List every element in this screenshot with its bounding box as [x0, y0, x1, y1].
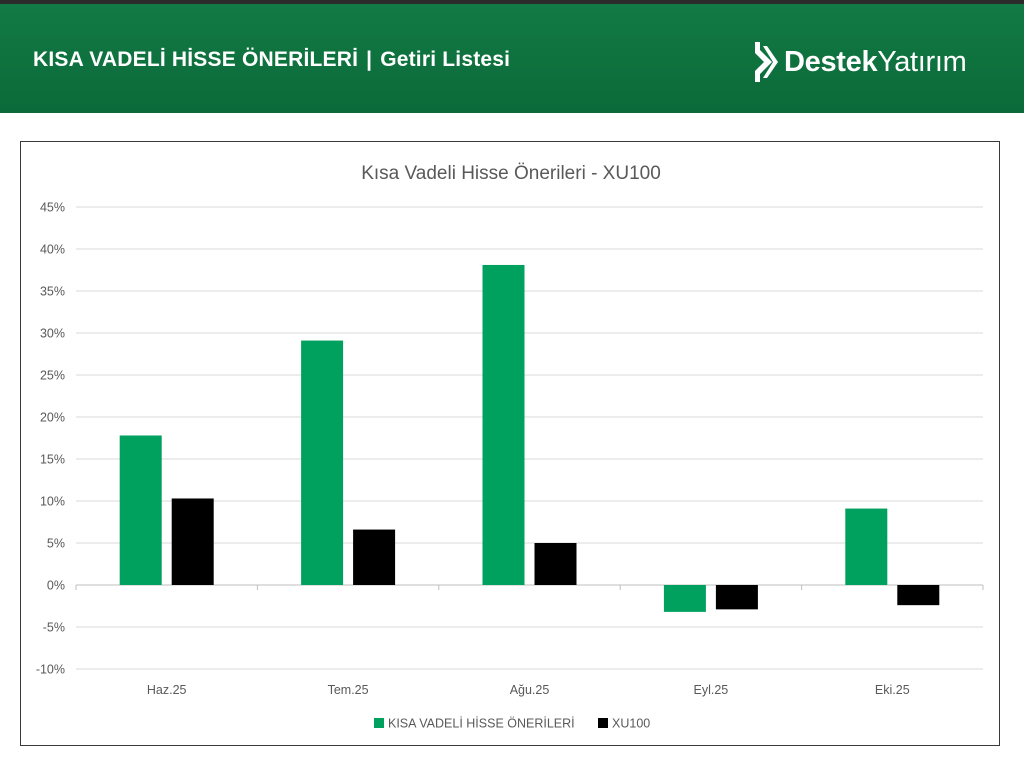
bar-kisa-vadeli-1: [301, 340, 344, 585]
grid-lines: [75, 206, 984, 670]
y-tick-label: 30%: [40, 327, 65, 341]
bar-xu100-1: [353, 529, 396, 585]
logo-text-destek: Destek: [784, 45, 878, 78]
legend-label-1: XU100: [612, 717, 650, 731]
chart-container: Kısa Vadeli Hisse Önerileri - XU100 45% 4…: [20, 141, 1000, 746]
chart-title: Kısa Vadeli Hisse Önerileri - XU100: [361, 163, 661, 184]
legend-label-0: KISA VADELİ HİSSE ÖNERİLERİ: [388, 717, 575, 731]
bar-xu100-4: [897, 585, 940, 606]
y-tick-label: 15%: [40, 453, 65, 467]
bar-kisa-vadeli-0: [119, 435, 162, 585]
page-title-sub: Getiri Listesi: [380, 48, 511, 71]
destek-logo: Destek Yatırım: [752, 40, 967, 84]
y-tick-label: 5%: [47, 537, 65, 551]
y-axis-labels: 45% 40% 35% 30% 25% 20% 15% 10% 5% 0% -5% -10%: [36, 201, 65, 677]
chart-legend: KISA VADELİ HİSSE ÖNERİLERİ XU100: [374, 717, 650, 731]
y-tick-label: -5%: [43, 621, 65, 635]
title-separator: |: [366, 48, 373, 71]
bar-xu100-2: [534, 543, 577, 585]
x-tick-label: Ağu.25: [510, 683, 550, 697]
bar-kisa-vadeli-3: [663, 585, 706, 612]
bars: [119, 264, 940, 612]
bar-xu100-3: [715, 585, 758, 610]
y-tick-label: 40%: [40, 243, 65, 257]
page-title-main: KISA VADELİ HİSSE ÖNERİLERİ: [33, 48, 359, 71]
logo-text-yatirim: Yatırım: [877, 45, 967, 78]
y-tick-label: -10%: [36, 663, 65, 677]
x-tick-label: Eyl.25: [694, 683, 729, 697]
bar-kisa-vadeli-4: [845, 508, 888, 585]
destek-chevron-logo-icon: [755, 42, 778, 82]
y-tick-label: 20%: [40, 411, 65, 425]
page-title: KISA VADELİ HİSSE ÖNERİLERİ | Getiri Liste…: [33, 48, 510, 72]
y-tick-label: 35%: [40, 285, 65, 299]
page-header: KISA VADELİ HİSSE ÖNERİLERİ | Getiri Liste…: [0, 4, 1024, 113]
y-tick-label: 45%: [40, 201, 65, 215]
x-axis-labels: Haz.25 Tem.25 Ağu.25 Eyl.25 Eki.25: [147, 683, 910, 697]
y-tick-label: 0%: [47, 579, 65, 593]
bar-xu100-0: [171, 498, 214, 585]
legend-swatch-1: [598, 718, 608, 728]
legend-swatch-0: [374, 718, 384, 728]
bar-kisa-vadeli-2: [482, 264, 525, 585]
y-tick-label: 10%: [40, 495, 65, 509]
x-tick-label: Haz.25: [147, 683, 187, 697]
x-tick-label: Tem.25: [328, 683, 369, 697]
y-tick-label: 25%: [40, 369, 65, 383]
bar-chart: Kısa Vadeli Hisse Önerileri - XU100 45%4…: [36, 163, 984, 731]
top-border-line: [0, 0, 1024, 4]
x-tick-label: Eki.25: [875, 683, 910, 697]
